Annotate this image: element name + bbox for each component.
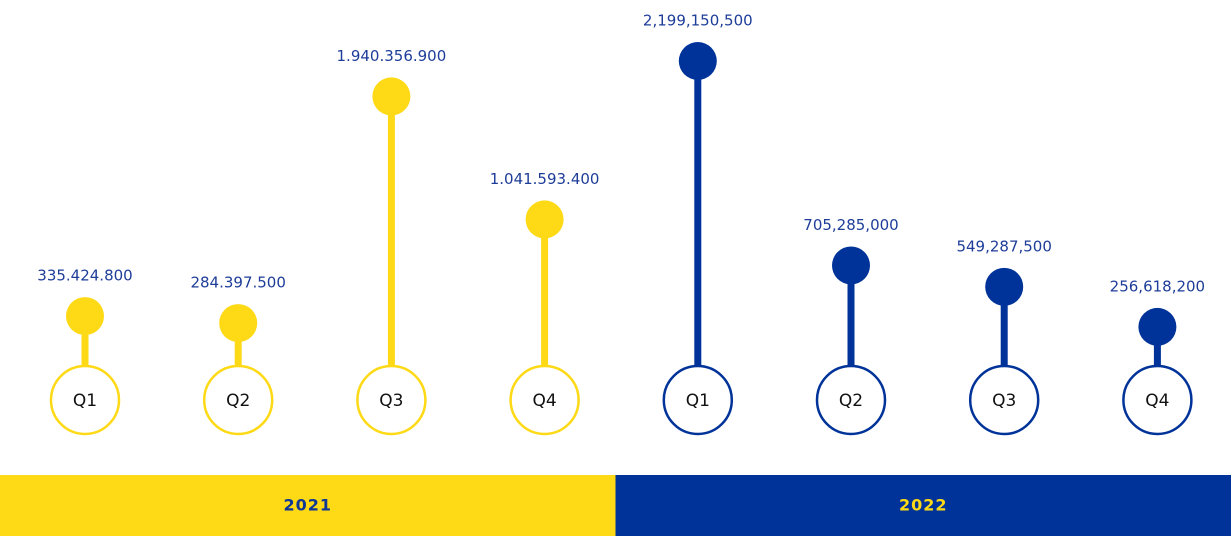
dot (372, 77, 411, 116)
quarter-circle (509, 364, 580, 436)
quarter-circle (49, 364, 121, 436)
dot (832, 246, 870, 285)
dot (219, 304, 258, 343)
year-label: 2021 (283, 496, 332, 515)
quarter-circle (968, 364, 1040, 436)
value-label: 1.940.356.900 (337, 47, 447, 65)
dot (1138, 307, 1177, 346)
quarter-circle (1122, 364, 1193, 436)
dot (678, 42, 717, 80)
quarter-circle (202, 364, 274, 436)
dot (985, 267, 1024, 306)
value-label: 284.397.500 (190, 274, 285, 292)
quarter-circle (815, 364, 887, 436)
value-label: 335.424.800 (37, 267, 132, 285)
year-band (615, 475, 1231, 536)
quarter-label: Q3 (992, 391, 1016, 411)
value-label: 256,618,200 (1110, 277, 1205, 295)
year-band (0, 475, 617, 536)
quarter-label: Q1 (686, 391, 710, 411)
quarter-label: Q4 (532, 391, 556, 411)
dot (66, 297, 104, 336)
quarter-label: Q2 (226, 391, 250, 411)
value-label: 2,199,150,500 (643, 12, 753, 30)
quarter-circle (662, 364, 734, 436)
quarter-label: Q1 (73, 391, 97, 411)
value-label: 705,285,000 (803, 216, 898, 234)
dot (525, 200, 564, 239)
quarter-label: Q2 (839, 391, 863, 411)
quarter-label: Q4 (1145, 391, 1169, 411)
value-label: 549,287,500 (956, 237, 1051, 255)
quarter-circle (356, 364, 427, 436)
quarter-label: Q3 (379, 391, 403, 411)
year-label: 2022 (899, 496, 948, 515)
value-label: 1.041.593.400 (490, 170, 600, 188)
